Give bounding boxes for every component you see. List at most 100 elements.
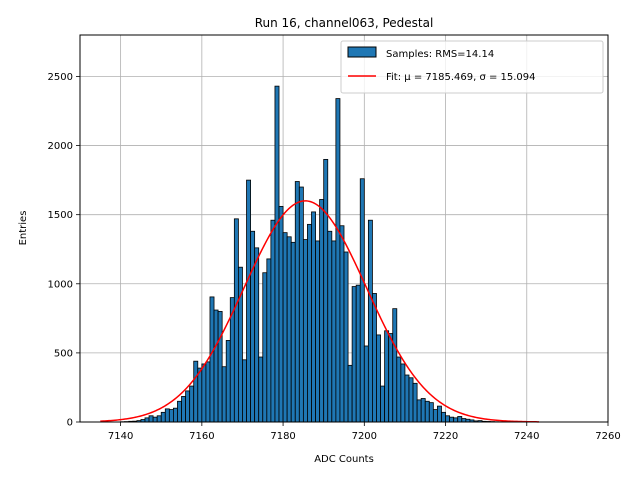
histogram-bar [347, 364, 353, 423]
histogram-bar [168, 409, 174, 423]
histogram-bar [396, 356, 402, 423]
histogram-bar [400, 363, 406, 423]
histogram-bar [290, 241, 296, 423]
histogram-bar [156, 415, 162, 423]
histogram-bar [445, 415, 450, 423]
histogram-bar [380, 385, 386, 423]
histogram-bar [144, 417, 150, 423]
histogram-bar [225, 340, 231, 423]
histogram-bar [164, 408, 170, 423]
histogram-bar [181, 396, 187, 423]
x-tick-label: 7160 [189, 431, 214, 442]
histogram-bar [327, 230, 333, 423]
x-tick-label: 7220 [433, 431, 458, 442]
histogram-bar [311, 211, 316, 423]
histogram-bar [457, 416, 463, 423]
histogram-bar [384, 330, 390, 423]
histogram-bar [201, 363, 207, 423]
x-axis-label: ADC Counts [314, 454, 374, 465]
y-tick-label: 500 [54, 348, 73, 359]
histogram-bar [148, 415, 154, 423]
histogram-bar [441, 411, 446, 423]
histogram-bar [294, 181, 300, 423]
histogram-bar [372, 293, 377, 423]
histogram-bar [286, 236, 292, 423]
fit-curve [100, 200, 539, 423]
histogram-bar [237, 266, 243, 423]
histogram-bar [233, 218, 239, 423]
legend-samples-swatch [347, 46, 377, 58]
histogram-bar [173, 407, 178, 423]
histogram-bar [205, 361, 211, 423]
histogram-bar [408, 377, 414, 423]
histogram-bar [453, 417, 459, 423]
y-tick-label: 1500 [48, 210, 73, 221]
x-tick-label: 7180 [270, 431, 295, 442]
histogram-bar [335, 98, 341, 423]
histogram-bar [343, 251, 349, 423]
histogram-bar [250, 230, 256, 423]
histogram-bar [351, 286, 357, 423]
x-tick-label: 7140 [108, 431, 133, 442]
histogram-bar [221, 366, 227, 423]
histogram-bar [416, 399, 422, 423]
y-tick-label: 2000 [48, 141, 73, 152]
histogram-bar [213, 309, 219, 423]
legend-box [340, 40, 604, 94]
histogram-bar [339, 225, 345, 423]
histogram-bar [432, 409, 438, 423]
ticks: 7140 7160 7180 7200 7220 7240 7260 0 500 1000 1500… [48, 72, 621, 442]
histogram-bar [160, 411, 166, 423]
histogram-bar [376, 334, 381, 423]
legend-fit-label: Fit: μ = 7185.469, σ = 15.094 [386, 72, 536, 83]
histogram-bar [404, 374, 410, 423]
histogram-bar [363, 345, 369, 423]
y-tick-label: 1000 [48, 279, 73, 290]
histogram-bar [278, 205, 284, 423]
x-tick-label: 7260 [595, 431, 620, 442]
histogram-bar [282, 232, 288, 423]
histogram-bar [270, 219, 276, 423]
x-tick-label: 7200 [352, 431, 377, 442]
histogram-bar [274, 85, 280, 423]
histogram-bar [302, 239, 308, 423]
legend-samples-label: Samples: RMS=14.14 [386, 49, 494, 60]
histogram-bar [388, 333, 394, 423]
histogram-bar [266, 258, 272, 423]
chart-title: Run 16, channel063, Pedestal [255, 16, 434, 30]
histogram-bar [367, 219, 373, 423]
histogram-bar [193, 360, 199, 423]
histogram-bar [412, 382, 418, 423]
histogram-bar [437, 405, 442, 423]
histogram-bar [258, 356, 264, 423]
histogram-bar [262, 272, 268, 423]
histogram-bar [197, 367, 203, 423]
histogram-bar [323, 158, 329, 423]
histogram-bar [392, 308, 398, 423]
histogram-bar [315, 240, 321, 423]
histogram-bar [355, 284, 361, 423]
axes-frame [79, 34, 609, 423]
histogram-bar [461, 418, 467, 423]
histogram-bar [331, 240, 337, 423]
histogram-bar [185, 390, 191, 423]
legend: Samples: RMS=14.14 Fit: μ = 7185.469, σ … [340, 40, 604, 94]
histogram-bar [246, 179, 251, 423]
histogram-bar [177, 400, 182, 423]
y-tick-label: 0 [67, 418, 73, 429]
histogram-bar [428, 402, 434, 423]
histogram-bar [359, 178, 365, 423]
histogram-bar [298, 186, 304, 423]
histogram-bar [307, 223, 312, 423]
x-tick-label: 7240 [514, 431, 539, 442]
histogram-bar [152, 416, 158, 423]
histogram-bar [209, 296, 215, 423]
histogram-bar [254, 247, 260, 423]
y-tick-label: 2500 [48, 72, 73, 83]
histogram-bar [424, 400, 430, 423]
histogram-bar [242, 359, 247, 423]
y-axis-label: Entries [18, 211, 29, 246]
histogram-bar [217, 311, 223, 423]
